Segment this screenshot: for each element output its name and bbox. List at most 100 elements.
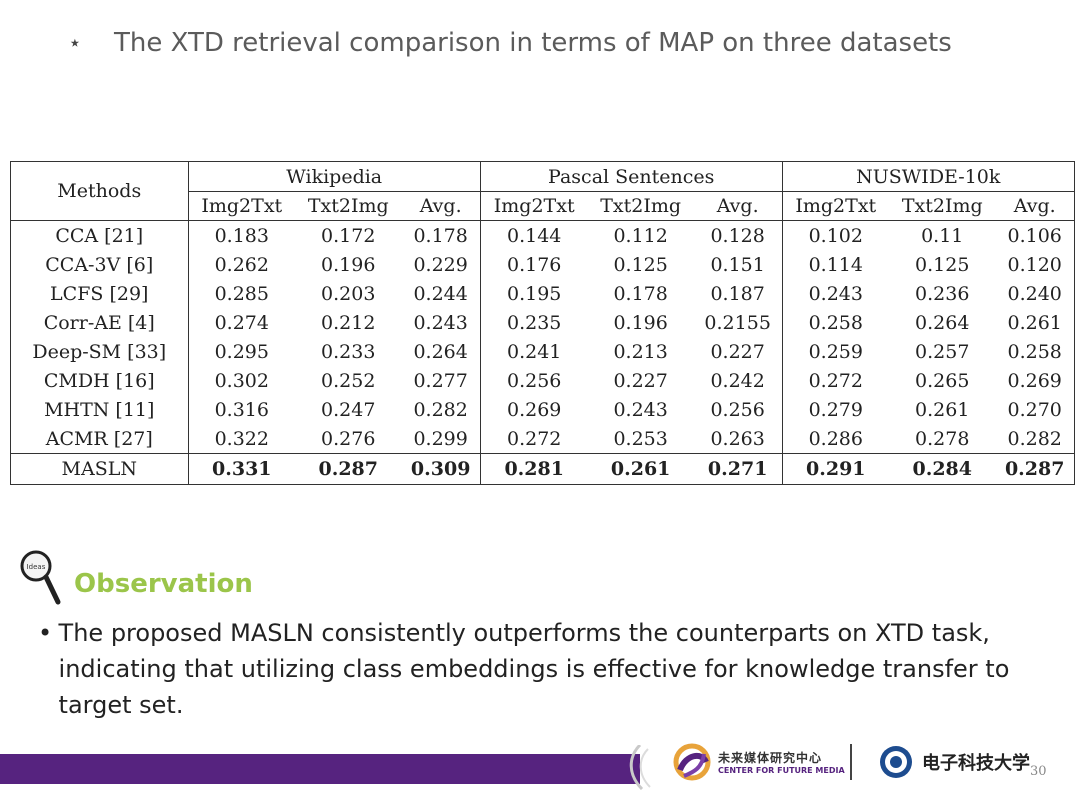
value-cell: 0.261: [587, 453, 694, 485]
value-cell: 0.212: [321, 311, 376, 334]
value-cell: 0.252: [321, 369, 376, 392]
table-row: MHTN [11] 0.316 0.247 0.282 0.269 0.243 0.256 0…: [11, 395, 1075, 424]
value-cell: 0.213: [613, 340, 668, 363]
table-row: CCA [21] 0.183 0.172 0.178 0.144 0.112 0.128 0.…: [11, 220, 1075, 250]
subheader-txt2img: Txt2Img: [889, 191, 996, 221]
university-seal-icon: [880, 746, 912, 778]
value-cell: 0.144: [479, 220, 588, 250]
value-cell: 0.178: [413, 224, 468, 247]
value-cell: 0.282: [1007, 427, 1062, 450]
table-row: Corr-AE [4] 0.274 0.212 0.243 0.235 0.196 0.21…: [11, 308, 1075, 337]
value-cell: 0.151: [710, 253, 765, 276]
table-row: CCA-3V [6] 0.262 0.196 0.229 0.176 0.125 0.151…: [11, 250, 1075, 279]
table-row: Deep-SM [33] 0.295 0.233 0.264 0.241 0.213 0.2…: [11, 337, 1075, 366]
value-cell: 0.253: [613, 427, 668, 450]
value-cell: 0.102: [781, 220, 890, 250]
method-cell: CCA [21]: [55, 224, 144, 247]
methods-header: Methods: [10, 161, 189, 221]
value-cell: 0.295: [187, 337, 296, 366]
value-cell: 0.282: [413, 398, 468, 421]
value-cell: 0.258: [1007, 340, 1062, 363]
value-cell: 0.264: [413, 340, 468, 363]
value-cell: 0.284: [889, 453, 996, 485]
observation-title: Observation: [74, 569, 253, 599]
value-cell: 0.243: [413, 311, 468, 334]
method-cell: Corr-AE [4]: [43, 311, 155, 334]
dataset-header-nuswide: NUSWIDE-10k: [781, 161, 1075, 192]
value-cell: 0.2155: [704, 311, 771, 334]
method-cell: Deep-SM [33]: [32, 340, 167, 363]
value-cell: 0.286: [781, 424, 890, 454]
value-cell: 0.241: [479, 337, 588, 366]
value-cell: 0.125: [915, 253, 970, 276]
value-cell: 0.256: [479, 366, 588, 395]
observation-bullet: • The proposed MASLN consistently outper…: [38, 615, 1048, 723]
value-cell: 0.240: [1007, 282, 1062, 305]
value-cell: 0.187: [710, 282, 765, 305]
value-cell: 0.233: [321, 340, 376, 363]
magnifier-icon: Ideas: [20, 550, 61, 605]
value-cell: 0.278: [915, 427, 970, 450]
value-cell: 0.176: [479, 250, 588, 279]
table-row: CMDH [16] 0.302 0.252 0.277 0.256 0.227 0.242 0…: [11, 366, 1075, 395]
heading-bullet-icon: ⋆: [68, 30, 82, 56]
value-cell: 0.299: [413, 427, 468, 450]
value-cell: 0.261: [915, 398, 970, 421]
value-cell: 0.270: [1007, 398, 1062, 421]
value-cell: 0.274: [187, 308, 296, 337]
value-cell: 0.178: [613, 282, 668, 305]
value-cell: 0.203: [321, 282, 376, 305]
subheader-img2txt: Img2Txt: [781, 191, 890, 221]
value-cell: 0.229: [413, 253, 468, 276]
subheader-txt2img: Txt2Img: [587, 191, 694, 221]
dataset-header-pascal: Pascal Sentences: [479, 161, 783, 192]
value-cell: 0.276: [321, 427, 376, 450]
dataset-header-wikipedia: Wikipedia: [187, 161, 481, 192]
value-cell: 0.271: [693, 453, 783, 485]
value-cell: 0.227: [613, 369, 668, 392]
uestc-logo: 电子科技大学: [878, 744, 1030, 780]
value-cell: 0.272: [781, 366, 890, 395]
value-cell: 0.120: [1007, 253, 1062, 276]
value-cell: 0.236: [915, 282, 970, 305]
footer-divider: [850, 744, 852, 780]
value-cell: 0.247: [321, 398, 376, 421]
method-cell: ACMR [27]: [45, 427, 153, 450]
observation-header: Ideas Observation: [18, 548, 253, 606]
value-cell: 0.196: [321, 253, 376, 276]
subheader-avg: Avg.: [401, 191, 481, 221]
value-cell: 0.331: [187, 453, 296, 485]
value-cell: 0.195: [479, 279, 588, 308]
value-cell: 0.279: [781, 395, 890, 424]
value-cell: 0.243: [781, 279, 890, 308]
value-cell: 0.287: [995, 453, 1075, 485]
observation-text: The proposed MASLN consistently outperfo…: [58, 619, 1010, 719]
value-cell: 0.227: [710, 340, 765, 363]
logo1-chinese: 未来媒体研究中心: [718, 751, 823, 765]
subheader-avg: Avg.: [995, 191, 1075, 221]
slide-heading: ⋆ The XTD retrieval comparison in terms …: [68, 28, 952, 58]
subheader-img2txt: Img2Txt: [187, 191, 296, 221]
value-cell: 0.302: [187, 366, 296, 395]
value-cell: 0.196: [613, 311, 668, 334]
method-cell: MASLN: [10, 453, 189, 485]
value-cell: 0.244: [413, 282, 468, 305]
value-cell: 0.269: [1007, 369, 1062, 392]
method-cell: CCA-3V [6]: [45, 253, 154, 276]
value-cell: 0.322: [187, 424, 296, 454]
value-cell: 0.264: [915, 311, 970, 334]
value-cell: 0.316: [187, 395, 296, 424]
value-cell: 0.281: [479, 453, 588, 485]
value-cell: 0.263: [710, 427, 765, 450]
subheader-txt2img: Txt2Img: [295, 191, 402, 221]
value-cell: 0.287: [295, 453, 402, 485]
value-cell: 0.285: [187, 279, 296, 308]
page-number: 30: [1030, 764, 1047, 779]
value-cell: 0.277: [413, 369, 468, 392]
subheader-avg: Avg.: [693, 191, 783, 221]
value-cell: 0.112: [613, 224, 668, 247]
value-cell: 0.106: [1007, 224, 1062, 247]
bullet-dot: •: [38, 619, 53, 647]
footer-bar: [0, 754, 640, 784]
center-for-future-media-logo: 未来媒体研究中心 CENTER FOR FUTURE MEDIA: [672, 740, 845, 784]
